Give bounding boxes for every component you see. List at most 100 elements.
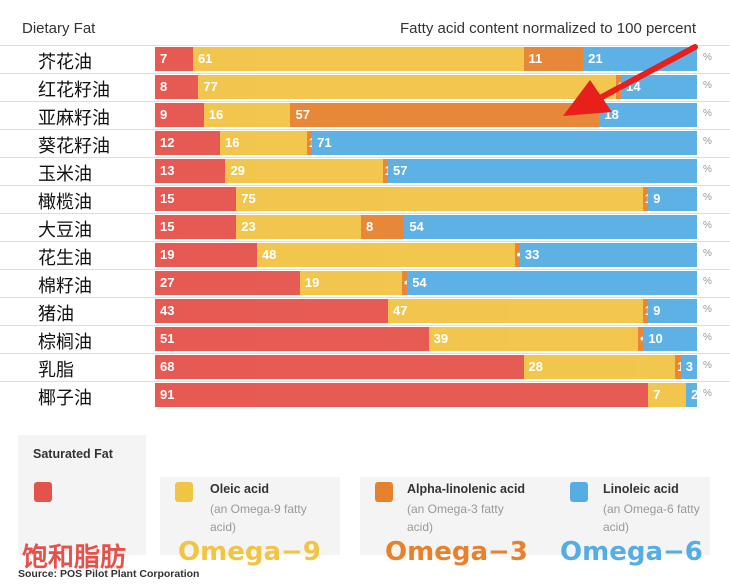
bar-row: 椰子油 91 7 2% (0, 381, 730, 409)
category-label: 棉籽油 (38, 276, 92, 297)
saturated-swatch (34, 482, 52, 502)
legend-o3-sub: (an Omega-3 fatty acid) (407, 502, 504, 534)
bar-segment-alpha-linolenic-acid: • (514, 243, 520, 267)
bar-segment-oleic-acid: 7 (648, 383, 687, 407)
bar-segment-oleic-acid: 75 (236, 187, 643, 211)
bar-segment-linoleic-acid: 18 (599, 103, 697, 127)
bar-segment-linoleic-acid: 33 (519, 243, 697, 267)
category-label: 亚麻籽油 (38, 108, 110, 129)
category-label: 葵花籽油 (38, 136, 110, 157)
category-label: 棕榈油 (38, 332, 92, 353)
percent-unit: % (703, 108, 712, 119)
bar-row: 乳脂 682813% (0, 353, 730, 381)
stacked-bar: 9 16 57 18 (155, 103, 697, 127)
stacked-bar: 91 7 2 (155, 383, 697, 407)
bar-segment-linoleic-acid: 10 (643, 327, 697, 351)
source-note: Source: POS Pilot Plant Corporation (18, 568, 200, 580)
bar-segment-saturated-fat: 19 (155, 243, 257, 267)
legend-sat-title: Saturated Fat (33, 447, 113, 461)
bar-row: 猪油 434719% (0, 297, 730, 325)
bar-segment-alpha-linolenic-acid: 57 (290, 103, 600, 127)
chart-title: Fatty acid content normalized to 100 per… (399, 20, 696, 37)
bar-row: 芥花油 7 61 11 21% (0, 45, 730, 73)
bar-segment-linoleic-acid: 54 (404, 215, 697, 239)
percent-unit: % (703, 248, 712, 259)
bar-segment-linoleic-acid: 54 (407, 271, 697, 295)
stacked-bar: 1329157 (155, 159, 697, 183)
bar-segment-saturated-fat: 27 (155, 271, 300, 295)
omega-3-label: Omega−3 (385, 537, 528, 567)
bar-segment-alpha-linolenic-acid: 1 (642, 187, 649, 211)
y-axis-title: Dietary Fat (22, 20, 96, 37)
bar-segment-oleic-acid: 47 (388, 299, 643, 323)
bar-segment-oleic-acid: 61 (192, 47, 524, 71)
bar-segment-saturated-fat: 7 (155, 47, 193, 71)
omega-6-label: Omega−6 (560, 537, 703, 567)
bar-segment-alpha-linolenic-acid: 11 (523, 47, 584, 71)
bar-row: 亚麻籽油 9 16 57 18% (0, 101, 730, 129)
bar-segment-oleic-acid: 39 (428, 327, 638, 351)
bar-segment-saturated-fat: 15 (155, 187, 237, 211)
stacked-bar: 15 23 8 54 (155, 215, 697, 239)
bar-segment-oleic-acid: 28 (523, 355, 676, 379)
bar-segment-oleic-acid: 23 (236, 215, 361, 239)
legend-o6-title: Linoleic acid (603, 482, 679, 496)
category-label: 猪油 (38, 304, 74, 325)
bar-segment-saturated-fat: 9 (155, 103, 204, 127)
category-label: 大豆油 (38, 220, 92, 241)
percent-unit: % (703, 80, 712, 91)
stacked-bar: 7 61 11 21 (155, 47, 697, 71)
bar-segment-saturated-fat: 43 (155, 299, 389, 323)
bar-segment-saturated-fat: 12 (155, 131, 221, 155)
legend-o9-sub: (an Omega-9 fatty acid) (210, 502, 307, 534)
bar-segment-saturated-fat: 68 (155, 355, 524, 379)
bar-segment-oleic-acid: 16 (203, 103, 291, 127)
bar-segment-linoleic-acid: 3 (680, 355, 697, 379)
category-label: 玉米油 (38, 164, 92, 185)
bar-segment-alpha-linolenic-acid: 1 (306, 131, 313, 155)
percent-unit: % (703, 388, 712, 399)
bar-segment-linoleic-acid: 2 (686, 383, 697, 407)
category-label: 芥花油 (38, 52, 92, 73)
bar-row: 玉米油 1329157% (0, 157, 730, 185)
stacked-bar: 682813 (155, 355, 697, 379)
percent-unit: % (703, 276, 712, 287)
percent-unit: % (703, 220, 712, 231)
bar-segment-alpha-linolenic-acid: • (637, 327, 644, 351)
bar-segment-oleic-acid: 16 (220, 131, 307, 155)
stacked-bar: 1216171 (155, 131, 697, 155)
bar-row: 葵花籽油 1216171% (0, 129, 730, 157)
percent-unit: % (703, 164, 712, 175)
bar-row: 红花籽油 877114% (0, 73, 730, 101)
category-label: 乳脂 (38, 360, 74, 381)
bar-segment-saturated-fat: 91 (155, 383, 649, 407)
legend-o6-sub: (an Omega-6 fatty acid) (603, 502, 700, 534)
bar-segment-saturated-fat: 13 (155, 159, 226, 183)
stacked-bar: 877114 (155, 75, 697, 99)
category-label: 橄榄油 (38, 192, 92, 213)
bar-segment-linoleic-acid: 9 (648, 299, 697, 323)
bar-segment-alpha-linolenic-acid: 1 (642, 299, 649, 323)
bar-row: 大豆油 15 23 8 54% (0, 213, 730, 241)
bar-segment-alpha-linolenic-acid: 8 (360, 215, 405, 239)
bar-segment-linoleic-acid: 71 (312, 131, 697, 155)
legend-omega3-6 (360, 477, 710, 555)
bar-segment-alpha-linolenic-acid: • (401, 271, 408, 295)
bar-rows: 芥花油7611121%红花籽油877114%亚麻籽油9165718%葵花籽油12… (0, 45, 730, 409)
legend-o3-title: Alpha-linolenic acid (407, 482, 526, 496)
bar-segment-linoleic-acid: 21 (583, 47, 697, 71)
bar-segment-alpha-linolenic-acid: 1 (382, 159, 389, 183)
category-label: 椰子油 (38, 388, 92, 409)
bar-segment-linoleic-acid: 9 (648, 187, 697, 211)
bar-row: 橄榄油 157519% (0, 185, 730, 213)
bar-segment-oleic-acid: 29 (225, 159, 383, 183)
percent-unit: % (703, 192, 712, 203)
legend-o9-title: Oleic acid (210, 482, 270, 496)
category-label: 花生油 (38, 248, 92, 269)
bar-segment-oleic-acid: 77 (198, 75, 616, 99)
